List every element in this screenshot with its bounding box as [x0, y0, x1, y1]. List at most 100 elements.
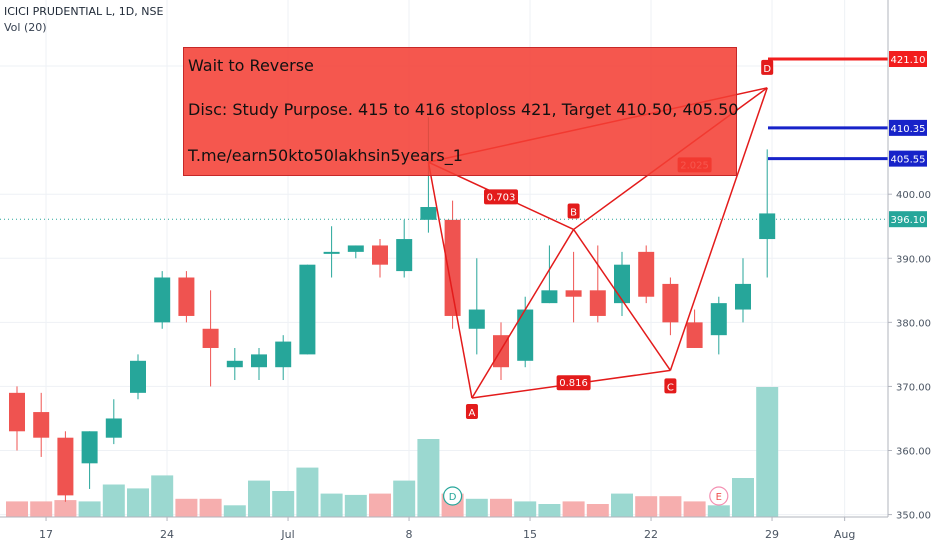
- event-marker: [443, 486, 463, 506]
- pattern-point-marker: [664, 378, 677, 394]
- candle-body: [130, 360, 146, 393]
- pattern-point-marker: [465, 403, 478, 419]
- time-tick-label: Aug: [834, 528, 855, 541]
- volume-bar: [683, 501, 706, 517]
- pattern-line: [572, 229, 672, 371]
- note-line-1: Wait to Reverse: [188, 56, 314, 75]
- candle-body: [396, 239, 413, 272]
- price-tick-label: 350.00: [896, 511, 931, 522]
- candle-body: [735, 283, 751, 310]
- price-level-badge-label: 410.35: [891, 124, 926, 135]
- ratio-label: 0.816: [559, 378, 588, 389]
- candle-body: [178, 277, 195, 316]
- pattern-line: [427, 162, 473, 399]
- price-level-badge: [889, 50, 927, 67]
- price-tick-label: 370.00: [896, 382, 931, 393]
- pattern-point-label: D: [763, 64, 771, 75]
- candle-body: [154, 277, 171, 323]
- pattern-line: [669, 87, 768, 371]
- volume-bar: [102, 484, 125, 517]
- volume-bar: [465, 498, 488, 517]
- time-tick-label: 24: [160, 528, 174, 541]
- candle-body: [565, 290, 582, 297]
- note-line-2: Disc: Study Purpose. 415 to 416 stoploss…: [188, 100, 739, 119]
- candle-body: [686, 322, 703, 348]
- candle-body: [81, 431, 98, 464]
- volume-bar: [248, 480, 270, 517]
- event-marker-label: E: [716, 492, 722, 503]
- volume-bar: [756, 387, 779, 517]
- price-tick-label: 380.00: [896, 318, 931, 329]
- volume-bar: [586, 504, 609, 517]
- candle-body: [468, 309, 485, 329]
- pattern-point-marker: [567, 203, 580, 219]
- volume-bar: [344, 494, 367, 517]
- candle-body: [251, 354, 267, 368]
- candle-body: [372, 245, 388, 265]
- pattern-point-label: A: [469, 408, 476, 419]
- volume-indicator-label: Vol (20): [4, 21, 47, 34]
- time-tick-label: 22: [644, 528, 658, 541]
- volume-bar: [30, 501, 53, 517]
- price-tick-label: 360.00: [896, 447, 931, 458]
- time-tick-label: Jul: [280, 528, 294, 541]
- candle-body: [444, 219, 461, 316]
- price-level-badge: [889, 150, 927, 167]
- candle-body: [759, 213, 776, 240]
- volume-bar: [320, 493, 343, 517]
- current-price-badge-label: 396.10: [891, 215, 926, 226]
- note-line-3: T.me/earn50kto50lakhsin5years_1: [188, 146, 463, 165]
- candle-body: [638, 251, 655, 297]
- volume-bar: [78, 501, 101, 517]
- volume-bar: [175, 498, 198, 517]
- pattern-point-label: C: [667, 382, 674, 393]
- candle-body: [347, 245, 364, 252]
- candle-body: [226, 360, 243, 368]
- volume-bar: [296, 467, 319, 517]
- pattern-point-marker: [761, 59, 774, 75]
- candle-body: [614, 264, 630, 304]
- volume-bar: [659, 496, 682, 517]
- candle-body: [57, 437, 74, 496]
- volume-bar: [369, 493, 391, 517]
- symbol-title: ICICI PRUDENTIAL L, 1D, NSE: [4, 5, 164, 18]
- candle-body: [589, 290, 606, 316]
- volume-bar: [538, 504, 561, 517]
- time-tick-label: 17: [39, 528, 53, 541]
- time-tick-label: 8: [406, 528, 413, 541]
- candle-body: [33, 412, 50, 438]
- volume-bar: [393, 480, 416, 517]
- volume-bar: [732, 478, 754, 517]
- time-tick-label: 15: [523, 528, 537, 541]
- volume-bar: [514, 501, 537, 517]
- trade-note-box: Wait to Reverse Disc: Study Purpose. 415…: [183, 47, 739, 176]
- ratio-label-box: [556, 375, 591, 391]
- volume-bar: [223, 505, 246, 517]
- price-axis-panel: [888, 0, 932, 550]
- time-tick-label: 29: [765, 528, 779, 541]
- event-marker-label: D: [449, 492, 457, 503]
- candle-body: [202, 328, 219, 348]
- candle-body: [299, 264, 316, 355]
- candle-body: [275, 341, 292, 368]
- volume-bar: [417, 439, 440, 517]
- ratio-label: 0.703: [487, 192, 516, 203]
- ratio-label-box: [484, 189, 518, 205]
- volume-bar: [707, 505, 730, 517]
- pattern-line: [471, 229, 575, 399]
- candle-body: [9, 392, 25, 432]
- current-price-badge: [889, 211, 927, 228]
- candle-body: [541, 290, 558, 304]
- candle-body: [710, 303, 727, 336]
- volume-bar: [490, 498, 512, 517]
- pattern-point-label: B: [570, 207, 577, 218]
- volume-bar: [151, 475, 174, 517]
- price-level-badge-label: 405.55: [891, 155, 926, 166]
- volume-bar: [127, 488, 149, 517]
- candle-body: [662, 283, 679, 323]
- event-marker: [709, 486, 729, 506]
- candle-body: [323, 251, 340, 254]
- volume-bar: [6, 501, 28, 517]
